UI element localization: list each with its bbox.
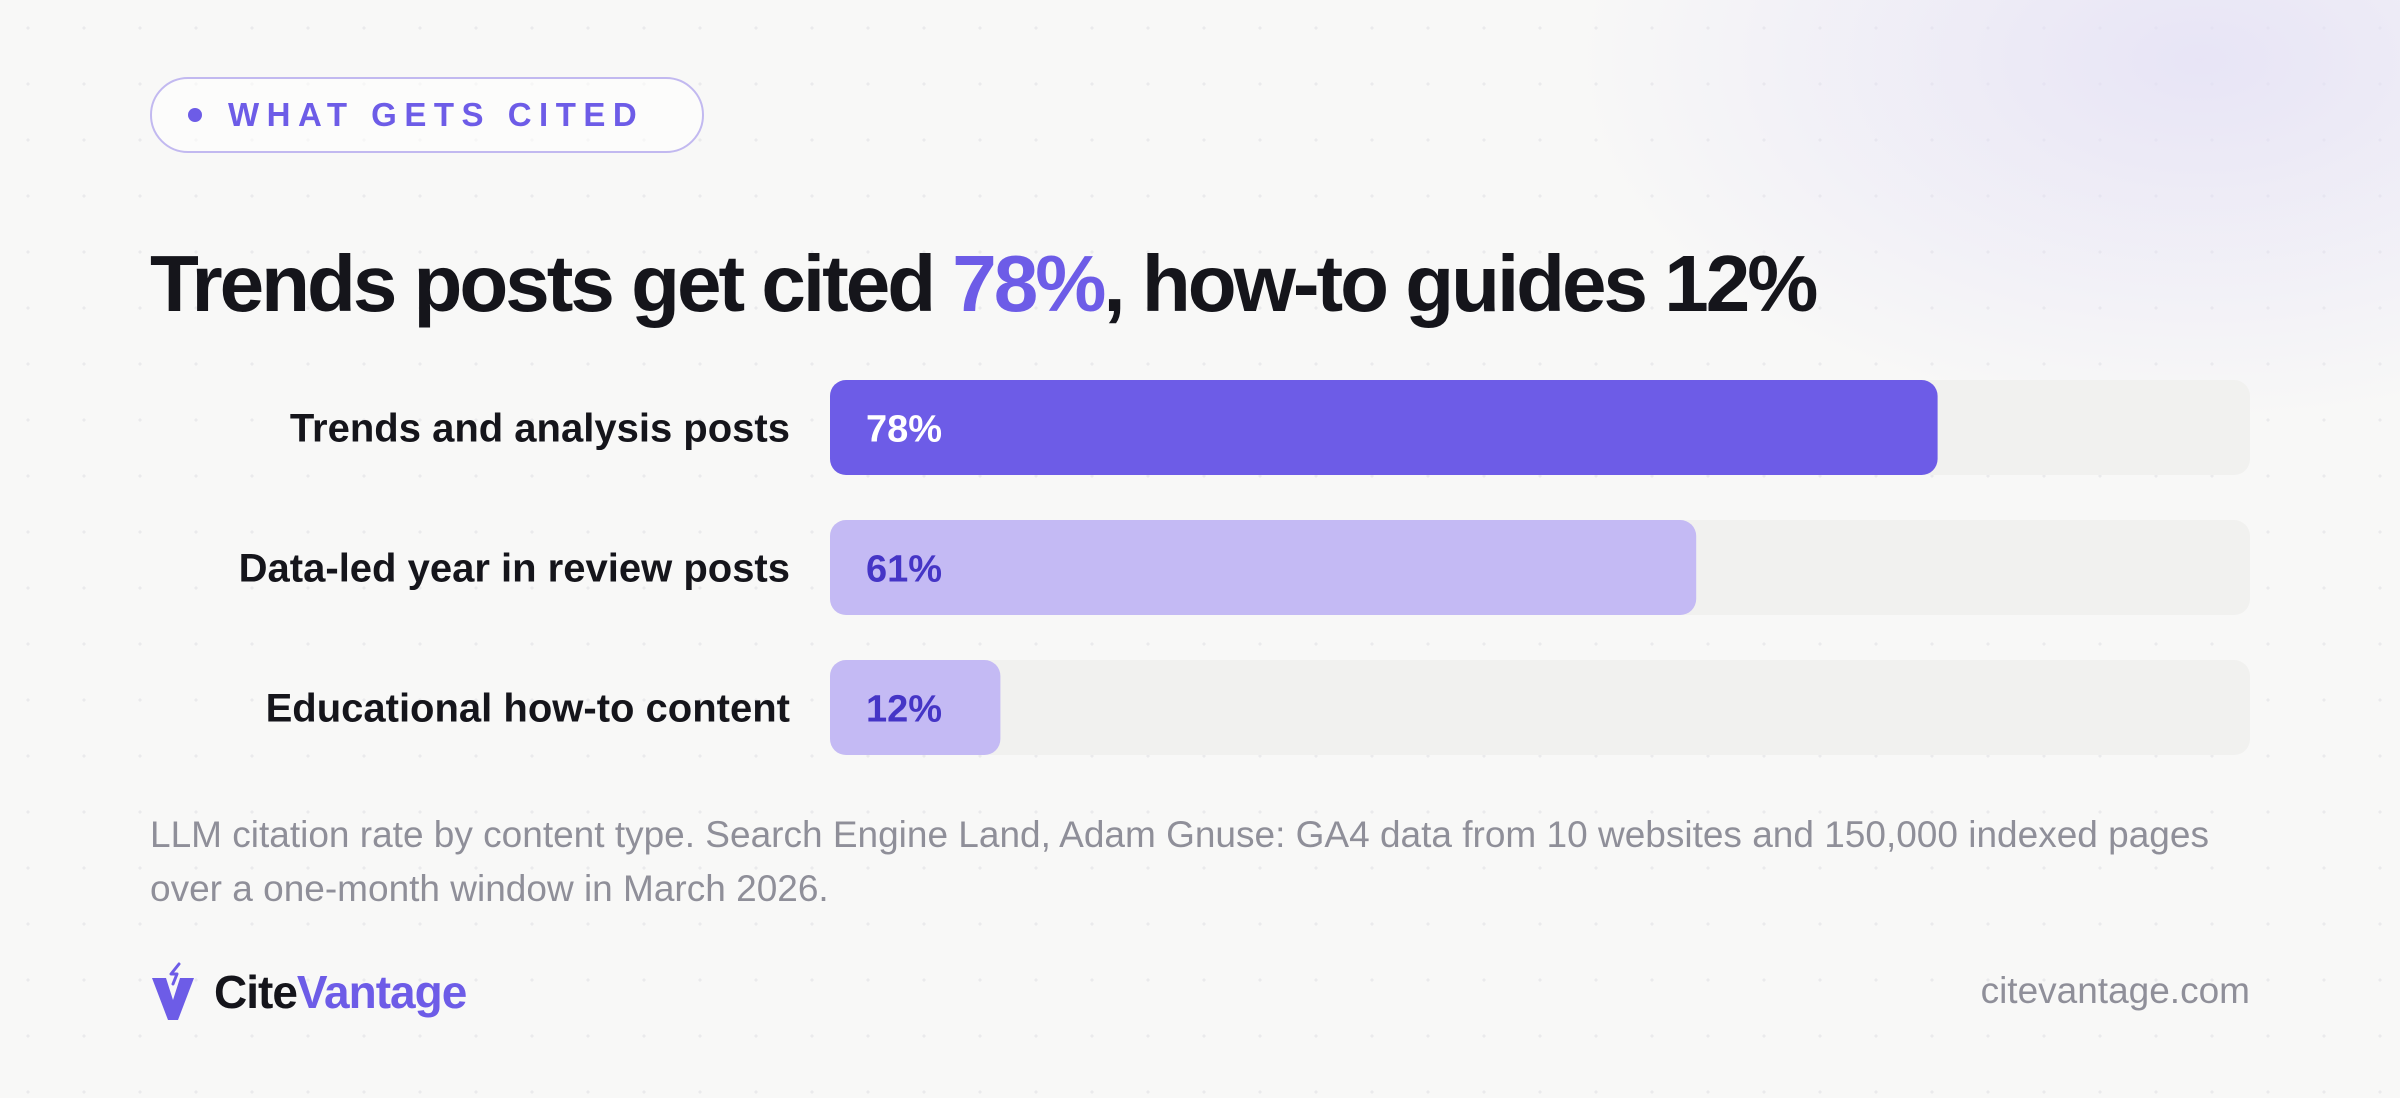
value-label-2: 61% — [866, 549, 942, 591]
value-label-1: 78% — [866, 409, 942, 451]
brand-name-part2: Vantage — [296, 966, 467, 1018]
headline-highlight: 78% — [952, 239, 1106, 328]
chart-caption: LLM citation rate by content type. Searc… — [150, 814, 2209, 909]
brand-name-part1: Cite — [214, 966, 298, 1018]
brand: CiteVantage — [150, 962, 467, 1022]
headline: Trends posts get cited 78%, how-to guide… — [150, 234, 1818, 334]
category-label-3: Educational how-to content — [266, 687, 790, 731]
bar-2 — [830, 520, 1697, 615]
bar-track-3 — [830, 660, 2250, 755]
badge-dot-icon — [188, 108, 202, 122]
bar-3 — [830, 660, 1001, 755]
badge-label: WHAT GETS CITED — [228, 96, 645, 133]
value-label-3: 12% — [866, 689, 942, 731]
section-badge: WHAT GETS CITED — [150, 77, 704, 153]
category-label-2: Data-led year in review posts — [239, 547, 790, 591]
category-label-1: Trends and analysis posts — [290, 407, 790, 451]
site-url: citevantage.com — [1980, 970, 2250, 1011]
brand-name: CiteVantage — [214, 965, 467, 1019]
headline-text: Trends posts get cited — [150, 239, 953, 328]
headline-text-end: , how-to guides 12% — [1103, 239, 1818, 328]
v-lightning-icon — [152, 962, 194, 1020]
bar-1 — [830, 380, 1938, 475]
